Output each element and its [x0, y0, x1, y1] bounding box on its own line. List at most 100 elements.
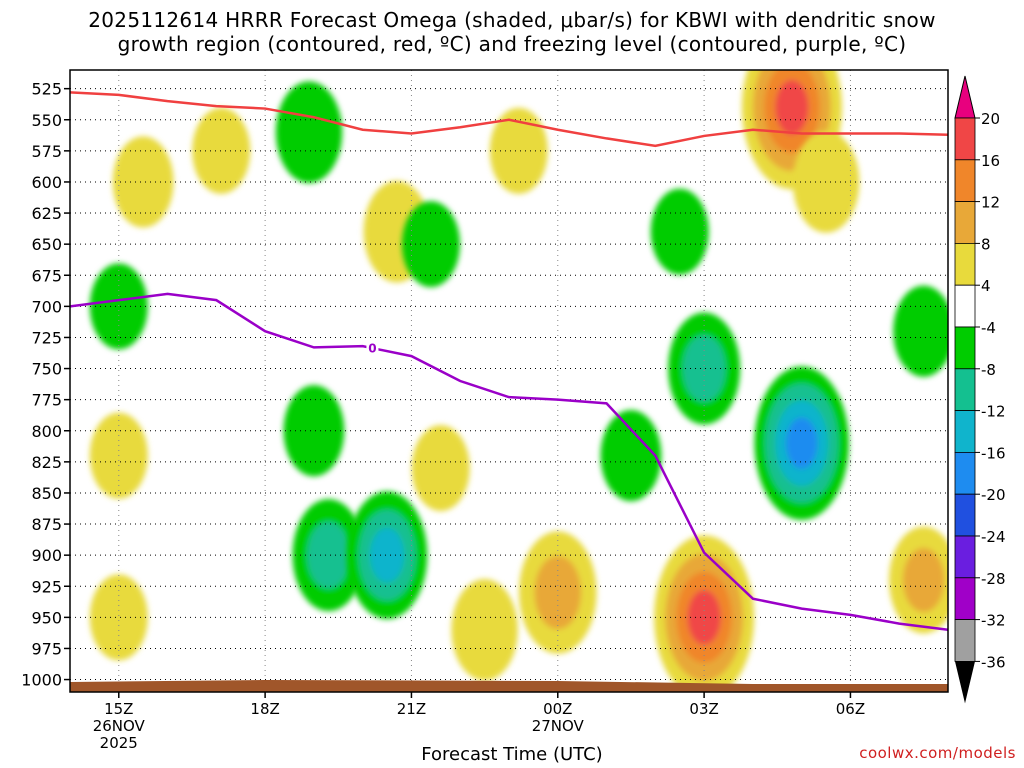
y-tick-label: 600	[31, 173, 62, 192]
omega-cell-17-band-0	[600, 410, 662, 502]
y-tick-label: 725	[31, 328, 62, 347]
colorbar-band	[954, 117, 976, 161]
colorbar-band	[954, 242, 976, 286]
x-tick-label: 06Z	[836, 700, 865, 718]
y-tick-label: 550	[31, 111, 62, 130]
x-tick-label: 18Z	[250, 700, 279, 718]
omega-cell-4	[192, 107, 251, 194]
omega-cell-8-band-1	[306, 521, 351, 589]
colorbar-tick-label: 16	[981, 152, 1000, 170]
omega-cell-24	[889, 526, 948, 634]
omega-cell-8	[292, 499, 365, 612]
y-tick-label: 675	[31, 266, 62, 285]
omega-cell-23	[792, 131, 860, 233]
series-dgz-line	[70, 91, 948, 148]
ground-fill	[70, 680, 948, 692]
colorbar-band	[954, 284, 976, 328]
series-freezing-level-line	[70, 292, 948, 632]
y-tick-label: 575	[31, 142, 62, 161]
y-tick-label: 950	[31, 608, 62, 627]
omega-cell-13-band-0	[411, 425, 470, 512]
omega-cell-3	[112, 136, 174, 228]
omega-cell-22	[754, 366, 849, 520]
x-tick-label: 15Z	[104, 700, 133, 718]
omega-cell-25-band-0	[893, 285, 948, 377]
omega-cell-20	[668, 312, 741, 425]
colorbar-tick-label: -36	[981, 653, 1006, 671]
omega-cell-24-band-1	[902, 548, 945, 613]
colorbar-tick-label: 8	[981, 235, 991, 253]
omega-cell-0-band-0	[89, 263, 148, 350]
colorbar-tick-label: -20	[981, 486, 1006, 504]
omega-cell-11	[346, 491, 428, 619]
omega-cell-17	[600, 410, 662, 502]
freezing-level-contour-label: 0	[368, 341, 376, 355]
y-tick-label: 750	[31, 360, 62, 379]
colorbar-tick-label: -8	[981, 361, 996, 379]
colorbar-band	[954, 619, 976, 662]
y-tick-label: 800	[31, 422, 62, 441]
omega-cell-15	[489, 107, 548, 194]
colorbar-tick-label: -24	[981, 528, 1006, 546]
omega-cell-7	[283, 385, 345, 477]
plot-frame	[69, 69, 949, 693]
omega-cell-19-band-3	[687, 590, 721, 645]
colorbar-band	[954, 201, 976, 244]
omega-cell-3-band-0	[112, 136, 174, 228]
y-tick-label: 700	[31, 297, 62, 316]
colorbar-tick-label: -12	[981, 403, 1006, 421]
colorbar-band	[954, 368, 976, 411]
colorbar-band	[954, 410, 976, 453]
omega-cell-16	[518, 531, 597, 654]
colorbar-tick-label: -28	[981, 570, 1006, 588]
y-tick-label: 775	[31, 391, 62, 410]
y-tick-label: 1000	[21, 671, 62, 690]
omega-cell-4-band-0	[192, 107, 251, 194]
credit-text: coolwx.com/models	[859, 744, 1016, 762]
colorbar-band	[954, 493, 976, 537]
ground-surface	[70, 680, 948, 692]
x-tick-date-label: 26NOV	[93, 717, 146, 735]
colorbar-top-arrow	[954, 75, 976, 119]
y-tick-label: 925	[31, 577, 62, 596]
contour-lines: 0	[70, 91, 948, 632]
x-tick-date-label: 27NOV	[532, 717, 585, 735]
x-tick-label: 00Z	[543, 700, 572, 718]
x-tick-label: 21Z	[397, 700, 426, 718]
omega-cell-22-band-3	[785, 417, 818, 469]
omega-cell-20-band-1	[682, 334, 726, 403]
omega-cell-2	[89, 574, 148, 661]
omega-cell-2-band-0	[89, 574, 148, 661]
omega-cell-6-band-0	[275, 81, 343, 183]
y-tick-label: 525	[31, 80, 62, 99]
colorbar-band	[954, 577, 976, 620]
grid	[70, 70, 948, 692]
omega-cell-11-band-2	[369, 527, 405, 583]
omega-cell-14-band-0	[451, 579, 518, 681]
omega-cell-15-band-0	[489, 107, 548, 194]
colorbar-tick-label: -4	[981, 319, 996, 337]
colorbar: 20 16 12 8 4 -4 -8 -12 -16 -20 -24 -28 -32 -36	[954, 75, 1006, 704]
y-tick-label: 900	[31, 546, 62, 565]
colorbar-tick-label: 20	[981, 110, 1000, 128]
omega-cell-13	[411, 425, 470, 512]
omega-cell-14	[451, 579, 518, 681]
colorbar-tick-label: 4	[981, 277, 991, 295]
chart-title-line2: growth region (contoured, red, ºC) and f…	[117, 32, 907, 56]
omega-cell-7-band-0	[283, 385, 345, 477]
colorbar-tick-label: 12	[981, 194, 1000, 212]
axes: 525 550 575 600 625 650 675 700 725 750 775 800 825 8…	[21, 69, 949, 752]
y-tick-label: 625	[31, 204, 62, 223]
chart-title-line1: 2025112614 HRRR Forecast Omega (shaded, …	[88, 8, 936, 32]
colorbar-tick-label: -16	[981, 444, 1006, 462]
colorbar-band	[954, 326, 976, 370]
omega-cell-0	[89, 263, 148, 350]
y-tick-label: 825	[31, 453, 62, 472]
x-axis-label: Forecast Time (UTC)	[421, 744, 603, 765]
colorbar-band	[954, 535, 976, 579]
y-tick-label: 875	[31, 515, 62, 534]
omega-cell-23-band-0	[792, 131, 860, 233]
colorbar-bottom-arrow	[955, 661, 975, 704]
omega-cell-25	[893, 285, 948, 377]
